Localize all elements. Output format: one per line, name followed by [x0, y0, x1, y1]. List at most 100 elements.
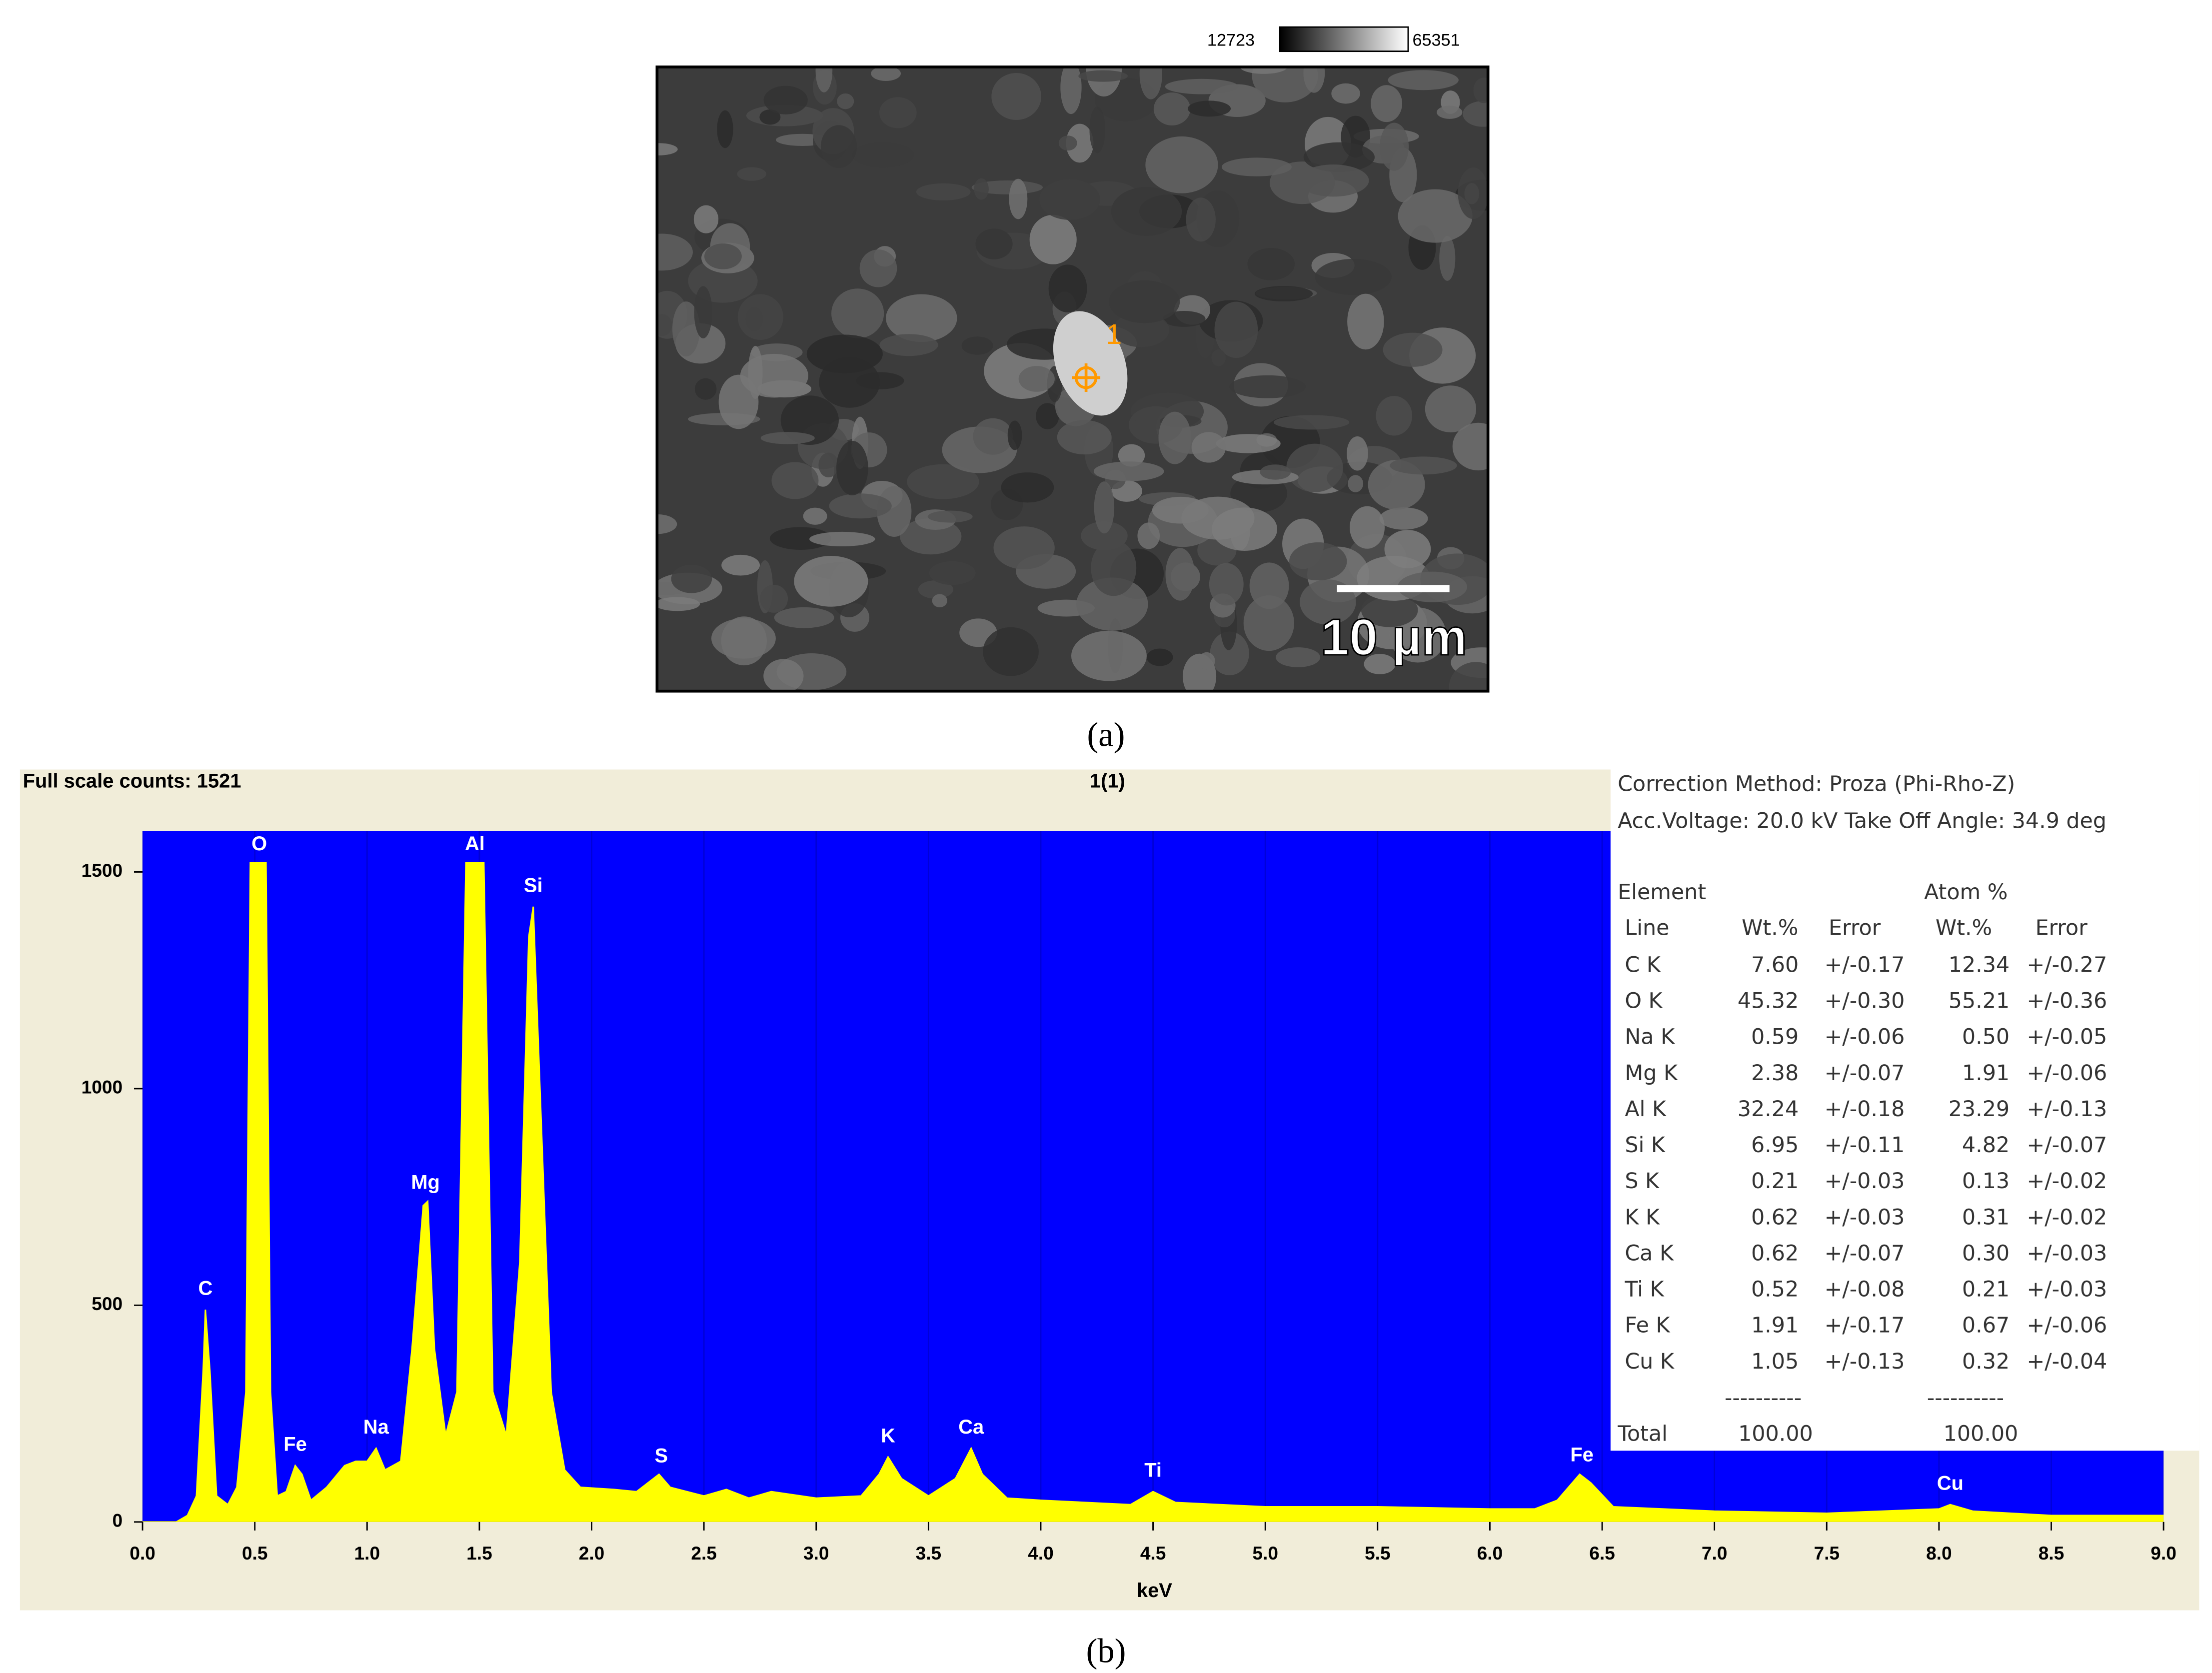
grain [907, 464, 979, 499]
separator: ---------- [1927, 1386, 2004, 1411]
grain [1240, 66, 1287, 74]
table-cell: Na K [1625, 1025, 1675, 1050]
table-cell: C K [1625, 952, 1661, 977]
x-tick-label: 8.0 [1926, 1543, 1952, 1564]
grain [1437, 105, 1463, 119]
peak-label: Si [524, 874, 543, 896]
grain [1371, 85, 1402, 122]
table-cell: 4.82 [1962, 1133, 2010, 1158]
scale-bar-label: 10 µm [1321, 608, 1467, 666]
grain [1165, 78, 1239, 94]
table-cell: +/-0.17 [1824, 1313, 1905, 1338]
table-cell: Ca K [1625, 1241, 1674, 1266]
grain [1211, 349, 1226, 366]
table-cell: +/-0.07 [2027, 1133, 2107, 1158]
grain [1398, 189, 1473, 243]
x-tick-label: 4.5 [1140, 1543, 1166, 1564]
table-cell: 0.67 [1962, 1313, 2010, 1338]
grain [1191, 432, 1226, 463]
grain [1058, 135, 1077, 151]
grain [879, 334, 938, 356]
grain [1229, 375, 1306, 398]
grain [1039, 179, 1100, 220]
grain [717, 110, 733, 148]
eds-table: Correction Method: Proza (Phi-Rho-Z) Acc… [1610, 769, 2200, 1451]
x-tick-label: 3.5 [916, 1543, 942, 1564]
grain [1007, 420, 1022, 450]
axes: 0.0 0.5 1.0 1.5 2.0 2.5 3.0 3.5 4.0 4.5 5.0 5.5 6.0 6… [81, 860, 2177, 1564]
grain [1289, 542, 1347, 581]
grain [1214, 301, 1258, 358]
peak-label: Ca [958, 1416, 984, 1438]
grain [740, 353, 808, 398]
x-tick-label: 2.5 [691, 1543, 717, 1564]
table-cell: +/-0.05 [2027, 1025, 2107, 1050]
grain [721, 616, 767, 666]
x-axis-label: keV [1137, 1580, 1172, 1602]
table-cell: +/-0.06 [2027, 1313, 2107, 1338]
table-cell: 0.62 [1751, 1205, 1799, 1230]
table-note: Correction Method: Proza (Phi-Rho-Z) [1618, 771, 2015, 796]
x-tick-label: 7.5 [1814, 1543, 1840, 1564]
table-cell: +/-0.13 [2027, 1097, 2107, 1122]
table-cell: 0.13 [1962, 1169, 2010, 1194]
grain [1449, 662, 1488, 691]
grain [973, 418, 1013, 455]
table-cell: 0.32 [1962, 1349, 2010, 1374]
x-tick-label: 0.5 [242, 1543, 268, 1564]
table-cell: Cu K [1625, 1349, 1675, 1374]
column-header: Wt.% [1742, 915, 1798, 940]
grain [1425, 385, 1477, 432]
grain [769, 527, 832, 550]
table-cell: 55.21 [1949, 989, 2010, 1014]
grain [1247, 248, 1295, 280]
grain [859, 249, 897, 287]
grain [1349, 506, 1385, 549]
grain [760, 584, 788, 613]
grain [1260, 464, 1291, 480]
grain [929, 561, 976, 585]
table-cell: +/-0.17 [1824, 952, 1905, 977]
table-cell: Mg K [1625, 1061, 1678, 1086]
peak-label: Fe [283, 1434, 307, 1456]
grain [836, 440, 868, 496]
peak-label: C [198, 1278, 212, 1300]
sem-frame [655, 65, 1490, 693]
x-tick-label: 0.0 [129, 1543, 155, 1564]
grain [1221, 157, 1292, 176]
table-cell: Ti K [1624, 1277, 1664, 1302]
y-tick-label: 500 [91, 1293, 122, 1314]
x-tick-label: 7.0 [1702, 1543, 1728, 1564]
grain [1048, 264, 1087, 313]
x-tick-label: 4.0 [1028, 1543, 1054, 1564]
grain [1093, 461, 1164, 481]
table-box [1610, 769, 2200, 1451]
x-tick-label: 1.5 [466, 1543, 492, 1564]
grain [1162, 311, 1206, 327]
grain [819, 357, 880, 408]
table-cell: 0.21 [1751, 1169, 1799, 1194]
grain [1379, 122, 1409, 171]
grain [1086, 66, 1122, 97]
grain [759, 109, 781, 125]
grain [1146, 648, 1173, 666]
grain [1211, 507, 1278, 551]
table-cell: Si K [1625, 1133, 1666, 1158]
column-header: Wt.% [1936, 915, 1992, 940]
grain [918, 580, 953, 599]
grain [1210, 631, 1249, 675]
grain [961, 336, 993, 355]
grain [721, 554, 760, 576]
peak-label: Na [363, 1416, 389, 1438]
point-marker [1072, 363, 1101, 392]
grain [1216, 434, 1281, 453]
colorbar-max: 65351 [1412, 31, 1460, 50]
x-tick-label: 1.0 [354, 1543, 380, 1564]
x-tick-label: 2.0 [579, 1543, 605, 1564]
grain [672, 301, 700, 357]
grain [774, 607, 834, 628]
grain [1060, 66, 1082, 114]
grain [657, 597, 700, 611]
grain [1388, 70, 1459, 90]
grain [803, 507, 827, 525]
